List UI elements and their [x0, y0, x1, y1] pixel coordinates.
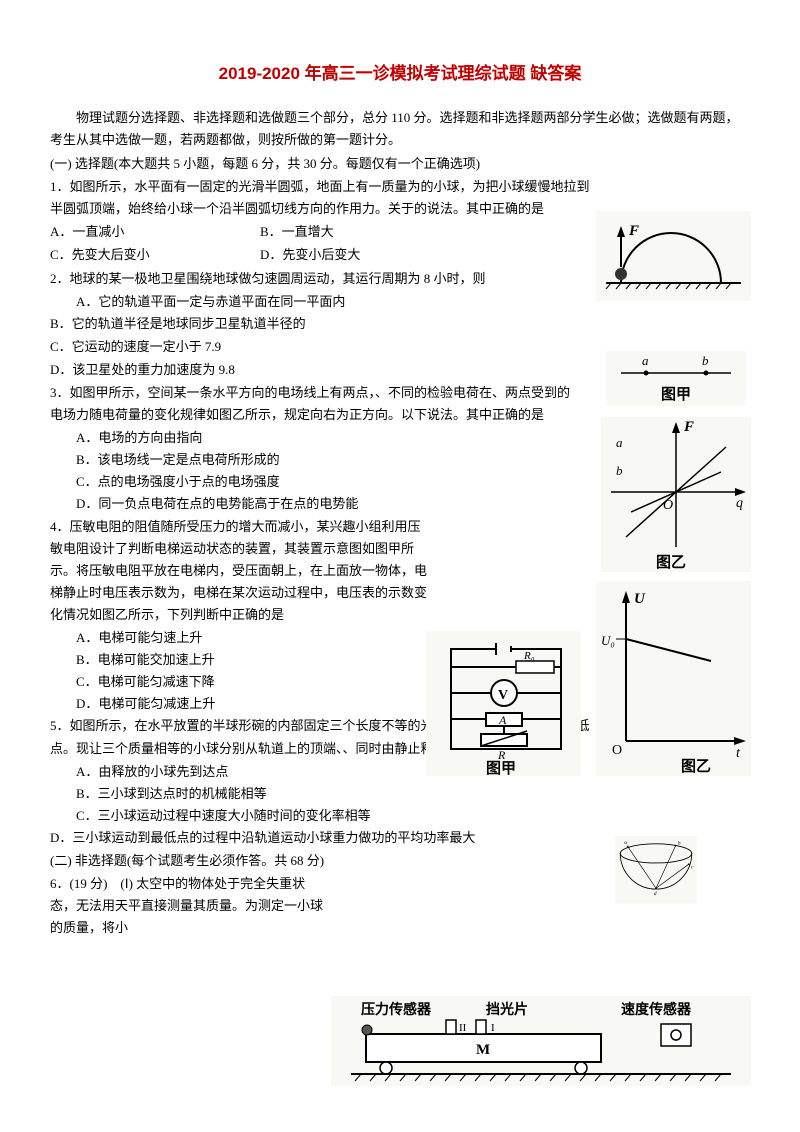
fig7-label-m: M	[476, 1042, 490, 1058]
section-1-header: (一) 选择题(本大题共 5 小题，每题 6 分，共 30 分。每题仅有一个正确…	[50, 153, 750, 175]
q2-option-b: B．它的轨道半径是地球同步卫星轨道半径的	[50, 313, 750, 335]
fig6-label-b: b	[678, 841, 681, 847]
fig3-label-o: O	[663, 498, 673, 513]
fig3-label-f: F	[683, 419, 694, 435]
fig4-label-v: V	[498, 688, 508, 703]
fig1-label-f: F	[628, 223, 639, 239]
q1-option-a: A．一直减小	[50, 221, 260, 243]
figure-3-fq-graph: F q O a b 图乙	[600, 416, 750, 571]
fig7-label-ii: II	[459, 1022, 467, 1034]
q5-option-c: C．三小球运动过程中速度大小随时间的变化率相等	[50, 805, 750, 827]
q1-option-c: C．先变大后变小	[50, 244, 260, 266]
intro-text: 物理试题分选择题、非选择题和选做题三个部分，总分 110 分。选择题和非选择题两…	[50, 107, 750, 151]
fig3-label-q: q	[736, 496, 743, 511]
q1-option-d: D．先变小后变大	[260, 244, 470, 266]
q5-option-b: B．三小球到达点时的机械能相等	[50, 783, 750, 805]
fig4-caption: 图甲	[486, 760, 516, 776]
figure-7-track: 压力传感器 挡光片 速度传感器 M II I	[330, 995, 750, 1085]
fig7-label-speed: 速度传感器	[621, 1001, 692, 1018]
figure-5-ut-graph: U U₀ O t 图乙	[595, 580, 750, 775]
fig4-label-r0: R₀	[523, 650, 535, 662]
fig5-label-u: U	[634, 591, 646, 607]
figure-6-bowl: a b c d	[560, 835, 750, 990]
figure-1-semicircle: F	[595, 210, 750, 300]
fig3-caption: 图乙	[656, 554, 686, 571]
fig5-caption: 图乙	[681, 758, 711, 775]
fig7-label-pressure: 压力传感器	[361, 1001, 432, 1018]
fig7-label-block: 挡光片	[486, 1001, 528, 1018]
fig7-label-i: I	[491, 1022, 495, 1034]
fig2-label-a: a	[642, 353, 649, 368]
figure-2-line-ab: a b 图甲	[605, 350, 745, 405]
fig5-label-u0: U₀	[601, 633, 615, 648]
fig4-label-r: R	[497, 748, 506, 762]
fig3-label-a: a	[616, 435, 623, 450]
fig6-label-d: d	[654, 891, 657, 897]
fig6-label-a: a	[624, 840, 627, 846]
q1-option-b: B．一直增大	[260, 221, 470, 243]
page-title: 2019-2020 年高三一诊模拟考试理综试题 缺答案	[50, 60, 750, 89]
fig2-label-b: b	[702, 353, 709, 368]
fig3-label-b: b	[616, 463, 623, 478]
fig4-label-a: A	[498, 713, 507, 727]
figure-4-circuit: R₀ V A R 图甲	[425, 630, 580, 775]
fig2-caption: 图甲	[661, 386, 691, 403]
fig5-label-o: O	[612, 743, 622, 758]
